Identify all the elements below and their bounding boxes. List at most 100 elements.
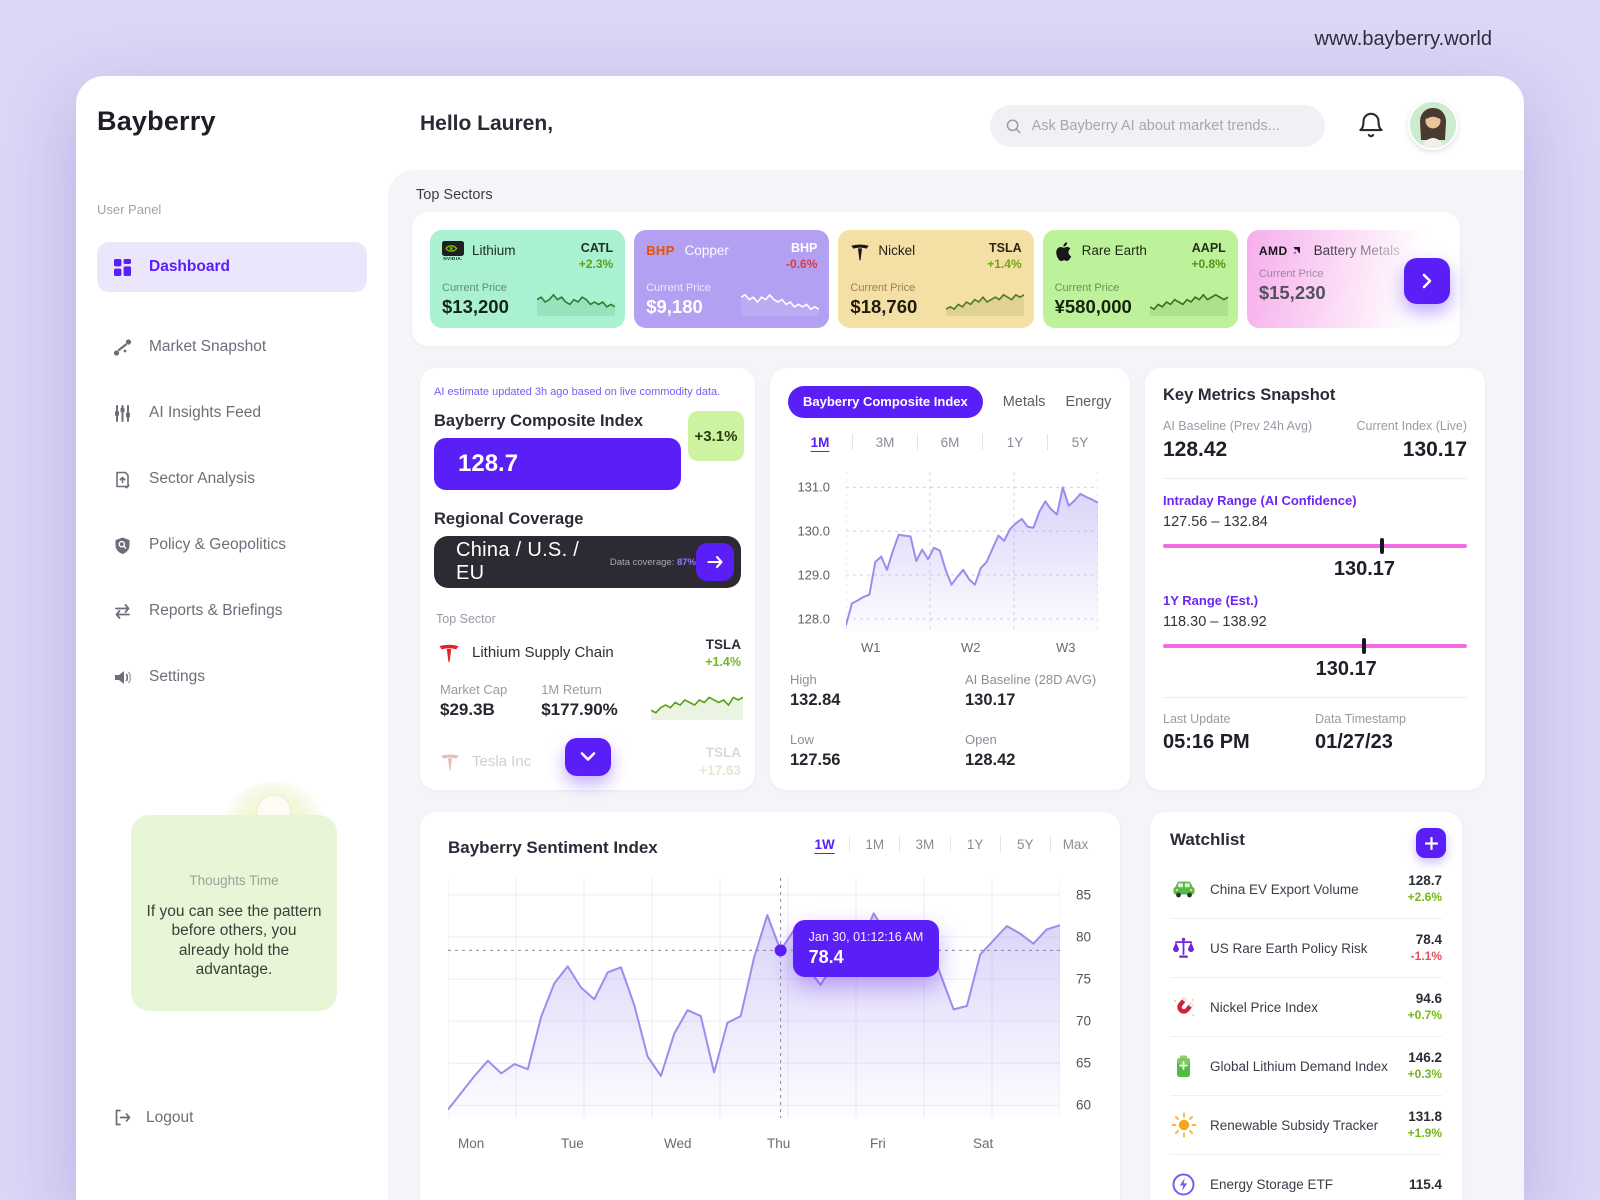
price-label: Current Price bbox=[1054, 281, 1120, 294]
watchlist-item-name: China EV Export Volume bbox=[1210, 881, 1359, 897]
range-3m[interactable]: 3M bbox=[915, 836, 935, 852]
dashboard-icon bbox=[114, 258, 131, 276]
regional-coverage-box[interactable]: China / U.S. / EU Data coverage: 87% bbox=[434, 536, 741, 588]
sidebar-item-settings[interactable]: Settings bbox=[97, 652, 367, 702]
range-1y[interactable]: 1Y bbox=[966, 836, 984, 852]
sector-card-copper[interactable]: BHP Copper BHP -0.6% Current Price $9,18… bbox=[634, 230, 830, 328]
avatar[interactable] bbox=[1408, 100, 1458, 150]
top-sector-row[interactable]: Lithium Supply Chain TSLA +1.4% bbox=[438, 636, 741, 670]
yearly-range-slider[interactable] bbox=[1163, 638, 1467, 654]
range-1m[interactable]: 1M bbox=[865, 836, 885, 852]
intraday-range-values: 127.56 – 132.84 bbox=[1163, 514, 1268, 530]
sentiment-range-selector: 1W 1M 3M 1Y 5Y Max bbox=[800, 836, 1100, 852]
return-value: $177.90% bbox=[541, 700, 618, 719]
watchlist-item-value: 131.8 bbox=[1408, 1109, 1442, 1125]
last-update-value: 05:16 PM bbox=[1163, 731, 1250, 753]
y-tick-label: 75 bbox=[1076, 971, 1092, 987]
watchlist-row-energy-storage[interactable]: Energy Storage ETF 115.4 bbox=[1170, 1155, 1442, 1200]
range-1y[interactable]: 1Y bbox=[1006, 434, 1024, 450]
range-3m[interactable]: 3M bbox=[875, 434, 895, 450]
sidebar-item-dashboard[interactable]: Dashboard bbox=[97, 242, 367, 292]
tesla-logo bbox=[439, 644, 459, 663]
tesla-logo bbox=[850, 242, 870, 262]
range-6m[interactable]: 6M bbox=[940, 434, 960, 450]
composite-index-value[interactable]: 128.7 bbox=[434, 438, 681, 490]
y-tick-label: 129.0 bbox=[797, 567, 830, 583]
slider-marker[interactable] bbox=[1379, 538, 1384, 554]
bell-icon[interactable] bbox=[1356, 109, 1386, 141]
sidebar-item-sector-analysis[interactable]: Sector Analysis bbox=[97, 454, 367, 504]
sentiment-chart-area[interactable]: 85 80 75 70 65 60 Mon Tue Wed Thu Fri Sat Jan 30, … bbox=[448, 878, 1108, 1188]
x-tick-label: Wed bbox=[664, 1136, 692, 1151]
timestamp-label: Data Timestamp bbox=[1315, 712, 1407, 726]
watchlist-item-change: +1.9% bbox=[1407, 1125, 1442, 1140]
intraday-range-slider[interactable] bbox=[1163, 538, 1467, 554]
tab-energy[interactable]: Energy bbox=[1065, 394, 1112, 410]
watchlist-row-rare-earth-policy[interactable]: US Rare Earth Policy Risk 78.4 -1.1% bbox=[1170, 919, 1442, 978]
region-arrow-button[interactable] bbox=[696, 543, 734, 581]
magnet-icon bbox=[1170, 994, 1197, 1021]
tooltip-time: Jan 30, 01:12:16 AM bbox=[808, 930, 924, 945]
range-separator bbox=[949, 836, 951, 852]
watchlist-item-value: 115.4 bbox=[1408, 1176, 1442, 1192]
arrow-right-icon bbox=[706, 555, 723, 569]
watchlist-row-china-ev[interactable]: China EV Export Volume 128.7 +2.6% bbox=[1170, 860, 1442, 919]
sector-ticker: TSLA bbox=[988, 241, 1022, 255]
range-separator bbox=[1047, 434, 1048, 450]
regions-text: China / U.S. / EU bbox=[456, 539, 580, 584]
plus-icon bbox=[1424, 836, 1438, 850]
watchlist-row-lithium-demand[interactable]: Global Lithium Demand Index 146.2 +0.3% bbox=[1170, 1037, 1442, 1096]
range-separator bbox=[917, 434, 918, 450]
sector-card-lithium[interactable]: NVIDIA. Lithium CATL +2.3% Current Price… bbox=[430, 230, 626, 328]
range-separator bbox=[852, 434, 853, 450]
tab-composite-index[interactable]: Bayberry Composite Index bbox=[788, 386, 983, 418]
search-input[interactable] bbox=[1031, 118, 1309, 134]
sector-price: $9,180 bbox=[646, 295, 703, 317]
brand-logo[interactable]: Bayberry bbox=[97, 106, 216, 136]
sidebar-item-label: Policy & Geopolitics bbox=[149, 536, 286, 553]
range-5y[interactable]: 5Y bbox=[1017, 836, 1034, 852]
x-tick-label: W1 bbox=[861, 640, 881, 655]
watchlist-row-renewable-subsidy[interactable]: Renewable Subsidy Tracker 131.8 +1.9% bbox=[1170, 1096, 1442, 1155]
sector-name: Battery Metals bbox=[1313, 243, 1400, 258]
sparkline bbox=[537, 286, 616, 316]
slider-track bbox=[1163, 644, 1467, 648]
price-label: Current Price bbox=[1258, 268, 1324, 280]
logout-label: Logout bbox=[146, 1108, 194, 1126]
tab-metals[interactable]: Metals bbox=[1002, 394, 1046, 410]
x-tick-label: Thu bbox=[767, 1136, 791, 1151]
next-change: +17.63 bbox=[699, 762, 741, 778]
top-sectors-panel: NVIDIA. Lithium CATL +2.3% Current Price… bbox=[412, 212, 1460, 346]
sectors-next-button[interactable] bbox=[1404, 258, 1450, 304]
chart-tooltip: Jan 30, 01:12:16 AM 78.4 bbox=[792, 920, 940, 978]
stat-label: AI Baseline (28D AVG) bbox=[965, 672, 1097, 687]
intraday-marker-value: 130.17 bbox=[1333, 558, 1396, 580]
range-1m[interactable]: 1M bbox=[810, 434, 830, 450]
watchlist-item-change: -1.1% bbox=[1410, 948, 1442, 963]
shield-search-icon bbox=[115, 537, 130, 554]
watchlist-add-button[interactable] bbox=[1416, 828, 1446, 858]
logout-button[interactable]: Logout bbox=[113, 1108, 193, 1127]
range-5y[interactable]: 5Y bbox=[1071, 434, 1089, 450]
sidebar-item-market-snapshot[interactable]: Market Snapshot bbox=[97, 322, 367, 372]
range-max[interactable]: Max bbox=[1062, 836, 1089, 852]
sidebar-item-label: Settings bbox=[149, 668, 206, 685]
sector-card-rare-earth[interactable]: Rare Earth AAPL +0.8% Current Price ¥580… bbox=[1042, 230, 1238, 328]
slider-marker[interactable] bbox=[1361, 638, 1366, 654]
sector-name: Rare Earth bbox=[1081, 243, 1147, 258]
document-arrow-icon bbox=[116, 471, 130, 489]
sector-change: -0.6% bbox=[786, 256, 818, 271]
top-sector-name: Lithium Supply Chain bbox=[472, 644, 614, 662]
sidebar-item-reports-briefings[interactable]: Reports & Briefings bbox=[97, 586, 367, 636]
divider bbox=[1163, 697, 1467, 698]
sidebar-item-ai-insights[interactable]: AI Insights Feed bbox=[97, 388, 367, 438]
expand-button[interactable] bbox=[564, 738, 611, 776]
sector-card-nickel[interactable]: Nickel TSLA +1.4% Current Price $18,760 bbox=[838, 230, 1034, 328]
sidebar-item-policy-geopolitics[interactable]: Policy & Geopolitics bbox=[97, 520, 367, 570]
search-bar[interactable] bbox=[990, 105, 1325, 147]
y-tick-label: 85 bbox=[1076, 887, 1092, 903]
watchlist-row-nickel-price[interactable]: Nickel Price Index 94.6 +0.7% bbox=[1170, 978, 1442, 1037]
x-tick-label: W3 bbox=[1056, 640, 1076, 655]
range-1w[interactable]: 1W bbox=[814, 836, 835, 852]
watchlist-card: Watchlist China EV Export Volume 128.7 +2… bbox=[1150, 812, 1462, 1200]
